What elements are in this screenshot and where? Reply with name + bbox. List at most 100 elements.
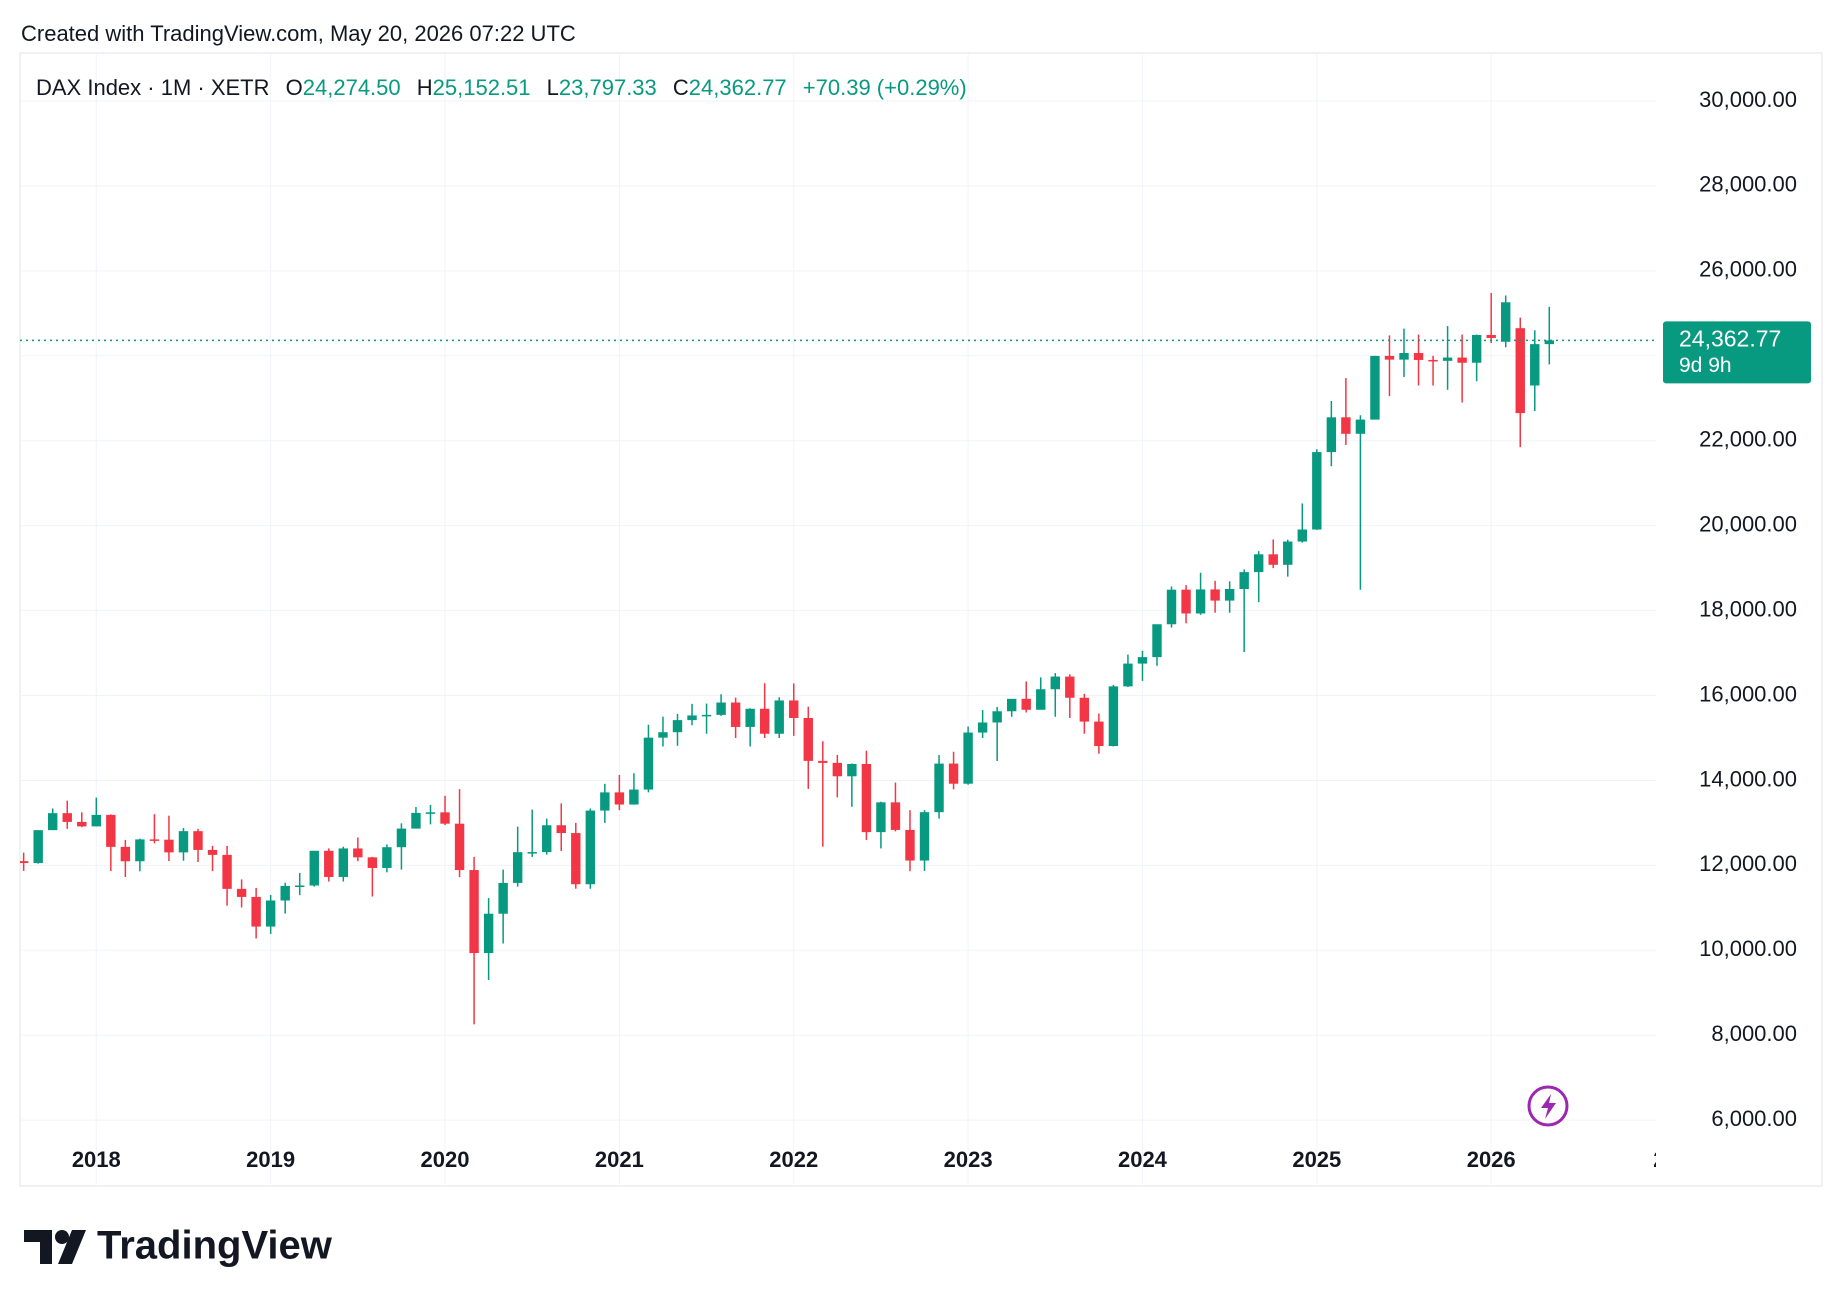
candle-body xyxy=(207,849,218,855)
candle-body xyxy=(1195,589,1206,614)
candle-body xyxy=(1515,328,1525,414)
candle-body xyxy=(759,708,770,734)
candle-body xyxy=(1486,334,1496,338)
legend-low-label: L xyxy=(547,75,559,100)
candle-body xyxy=(1239,572,1249,590)
candle-body xyxy=(1254,554,1264,573)
logo-text: TradingView xyxy=(97,1224,333,1268)
candle-body xyxy=(672,720,683,733)
candle-body xyxy=(91,814,101,827)
candle-body xyxy=(1166,589,1177,625)
candle-body xyxy=(1283,541,1293,565)
candle-body xyxy=(876,802,886,833)
candle-body xyxy=(571,833,581,885)
legend: DAX Index · 1M · XETR O24,274.50 H25,152… xyxy=(36,75,967,100)
candle-body xyxy=(512,852,523,883)
candle-body xyxy=(120,846,131,862)
candle-body xyxy=(629,789,639,805)
alert-icon[interactable] xyxy=(1527,1085,1569,1127)
candle-body xyxy=(1326,417,1337,453)
candle-body xyxy=(498,882,508,914)
candle-body xyxy=(1137,657,1148,664)
candle-body xyxy=(556,825,566,834)
candle-body xyxy=(527,852,537,854)
candle-body xyxy=(251,896,261,927)
candle-body xyxy=(818,760,828,763)
legend-close: 24,362.77 xyxy=(689,75,787,100)
x-tick-label: 20 xyxy=(1653,1147,1677,1172)
candle-body xyxy=(135,839,145,862)
y-tick-label: 26,000.00 xyxy=(1699,257,1797,282)
candle-body xyxy=(861,763,872,833)
y-tick-label: 14,000.00 xyxy=(1699,766,1797,791)
candle-body xyxy=(643,737,654,790)
candle-body xyxy=(934,763,944,813)
legend-symbol: DAX Index · 1M · XETR xyxy=(36,75,270,100)
candle-body xyxy=(1384,355,1395,360)
legend-open: 24,274.50 xyxy=(303,75,401,100)
logo-mark-v xyxy=(58,1230,86,1264)
candle-body xyxy=(265,900,276,927)
legend-open-label: O xyxy=(286,75,303,100)
x-tick-label: 2023 xyxy=(944,1147,993,1172)
candle-body xyxy=(62,813,72,822)
legend-high: 25,152.51 xyxy=(433,75,531,100)
candle-body xyxy=(1152,624,1162,658)
logo-mark-dot xyxy=(55,1230,69,1244)
x-tick-label: 2021 xyxy=(595,1147,644,1172)
last-price-background xyxy=(1663,321,1811,384)
candle-body xyxy=(890,802,901,830)
candle-body xyxy=(803,717,813,761)
candle-body xyxy=(149,839,160,841)
header: Created with TradingView.com, May 20, 20… xyxy=(21,21,576,46)
candle-body xyxy=(309,850,319,886)
x-tick-label: 2022 xyxy=(769,1147,818,1172)
candle-body xyxy=(483,913,494,954)
candle-body xyxy=(1471,334,1482,363)
candle-body xyxy=(1341,417,1351,434)
last-price-label: 24,362.77 xyxy=(1679,325,1781,351)
candle-body xyxy=(1065,676,1075,698)
candle-body xyxy=(1224,589,1235,601)
candle-body xyxy=(222,854,232,889)
candles xyxy=(20,292,1656,1025)
candle-body xyxy=(585,810,596,885)
candle-body xyxy=(1297,529,1307,542)
candle-body xyxy=(178,831,189,853)
candle-body xyxy=(454,823,465,871)
alert-bolt xyxy=(1541,1094,1556,1119)
candle-body xyxy=(33,830,43,864)
candle-body xyxy=(600,792,610,811)
candle-body xyxy=(353,848,363,858)
candle-body xyxy=(1021,698,1031,710)
candle-body xyxy=(1501,302,1511,342)
y-tick-label: 16,000.00 xyxy=(1699,681,1797,706)
candle-body xyxy=(614,792,625,805)
candle-body xyxy=(1094,721,1104,747)
candle-body xyxy=(48,813,58,831)
x-tick-label: 2026 xyxy=(1467,1147,1516,1172)
x-tick-label: 2020 xyxy=(421,1147,470,1172)
candle-body xyxy=(1370,355,1380,420)
candle-body xyxy=(1268,554,1278,565)
candle-body xyxy=(193,831,203,850)
candle-body xyxy=(1413,353,1424,360)
candle-body xyxy=(20,861,29,864)
x-tick-label: 2025 xyxy=(1292,1147,1341,1172)
y-tick-label: 6,000.00 xyxy=(1711,1106,1797,1131)
candle-body xyxy=(701,714,712,717)
y-tick-label: 30,000.00 xyxy=(1699,87,1797,112)
candle-body xyxy=(1530,344,1540,386)
chart-frame xyxy=(19,52,1823,1187)
candle-body xyxy=(396,828,407,848)
candle-body xyxy=(658,732,668,738)
x-tick-label: 2018 xyxy=(72,1147,121,1172)
legend-high-label: H xyxy=(417,75,433,100)
candle-body xyxy=(963,732,973,784)
candle-body xyxy=(1457,357,1467,363)
candle-body xyxy=(1210,589,1220,601)
logo-mark-t xyxy=(24,1230,52,1264)
y-axis: 6,000.00 8,000.00 10,000.00 12,000.00 14,000… xyxy=(1699,87,1797,1131)
candle-body xyxy=(1108,686,1119,747)
candle-body xyxy=(1079,697,1090,722)
